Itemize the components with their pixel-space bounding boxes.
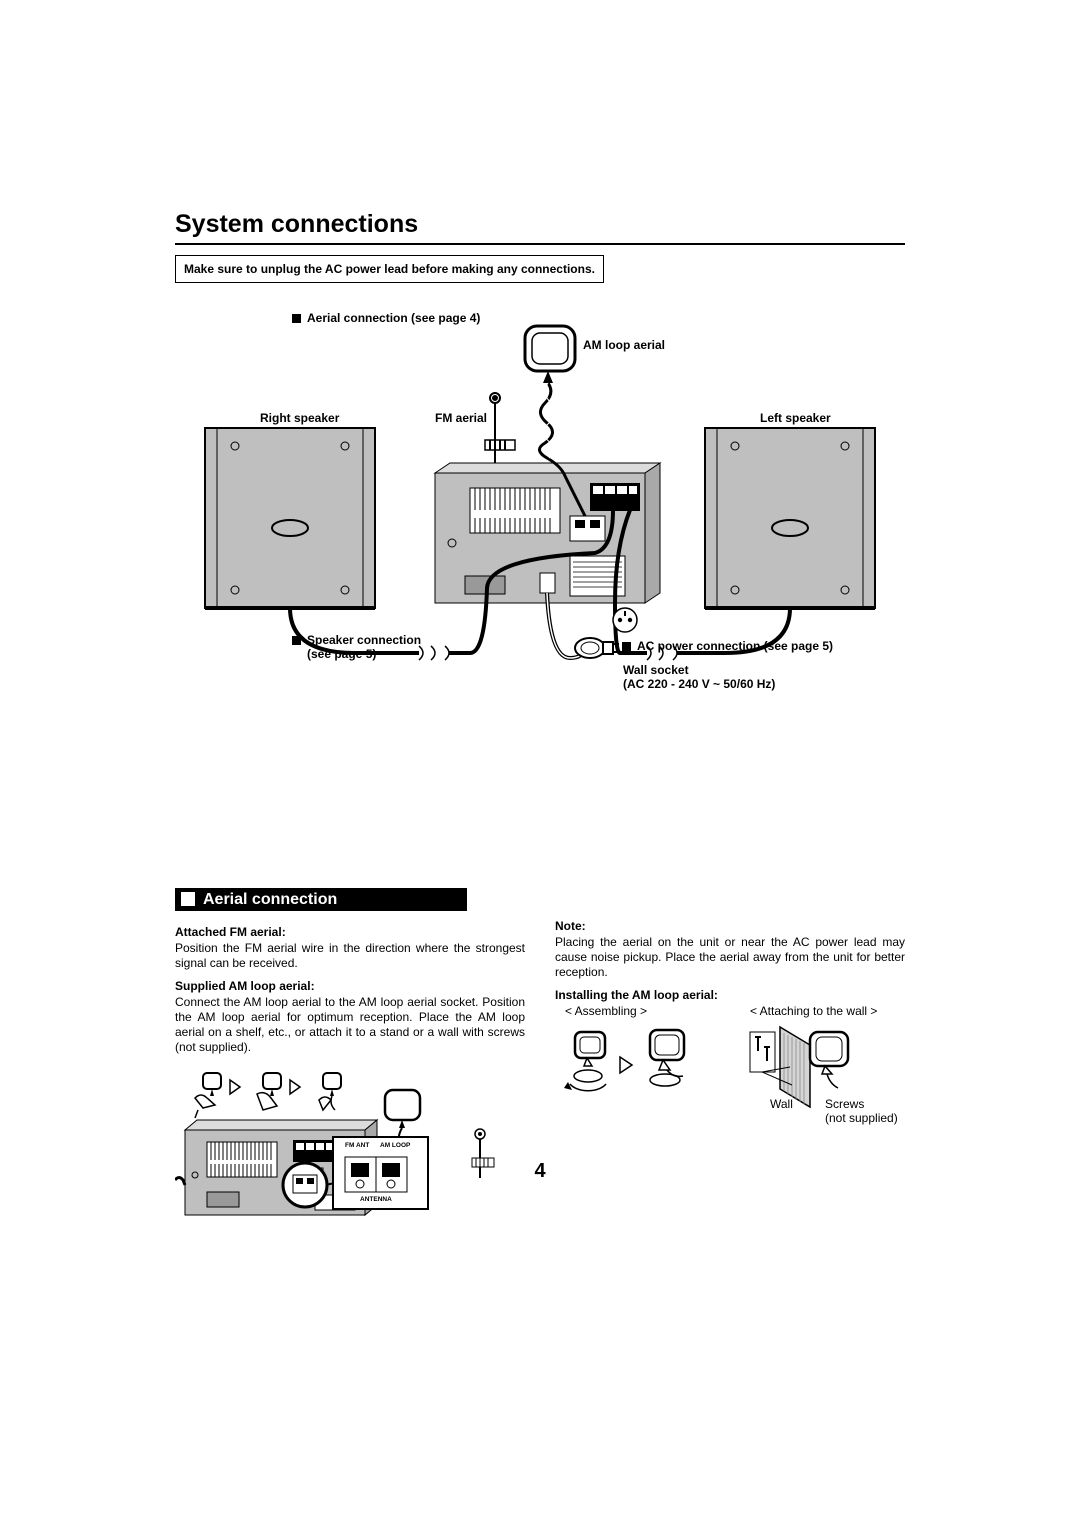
text-note: Placing the aerial on the unit or near t… bbox=[555, 935, 905, 980]
label-screws-2: (not supplied) bbox=[825, 1111, 898, 1125]
section-aerial-connection: Aerial connection bbox=[175, 888, 467, 911]
installing-illustration: < Assembling > < Attaching to the wall > bbox=[555, 1002, 915, 1142]
label-screws-1: Screws bbox=[825, 1097, 864, 1111]
warning-box: Make sure to unplug the AC power lead be… bbox=[175, 255, 604, 283]
label-assembling: < Assembling > bbox=[565, 1004, 647, 1018]
heading-note: Note: bbox=[555, 919, 905, 933]
label-wall-socket-2: (AC 220 - 240 V ~ 50/60 Hz) bbox=[623, 677, 775, 691]
label-wall: Wall bbox=[770, 1097, 793, 1111]
heading-attached-fm: Attached FM aerial: bbox=[175, 925, 525, 939]
page-title: System connections bbox=[175, 210, 905, 239]
text-supplied-am: Connect the AM loop aerial to the AM loo… bbox=[175, 995, 525, 1055]
label-speaker-connection-1: Speaker connection bbox=[307, 633, 421, 647]
label-attaching: < Attaching to the wall > bbox=[750, 1004, 877, 1018]
section-heading-text: Aerial connection bbox=[203, 891, 337, 908]
heading-installing-am: Installing the AM loop aerial: bbox=[555, 988, 905, 1002]
title-rule bbox=[175, 243, 905, 245]
zoom-label-antenna: ANTENNA bbox=[360, 1196, 392, 1203]
heading-supplied-am: Supplied AM loop aerial: bbox=[175, 979, 525, 993]
label-wall-socket-1: Wall socket bbox=[623, 663, 689, 677]
label-speaker-connection-2: (see page 5) bbox=[307, 647, 376, 661]
label-ac-power: AC power connection (see page 5) bbox=[637, 639, 833, 653]
connection-diagram-svg bbox=[175, 298, 905, 718]
zoom-label-fm-ant: FM ANT bbox=[345, 1142, 369, 1149]
page-number: 4 bbox=[0, 1160, 1080, 1183]
label-am-loop: AM loop aerial bbox=[583, 338, 665, 352]
connection-diagram: Aerial connection (see page 4) AM loop a… bbox=[175, 298, 905, 718]
text-attached-fm: Position the FM aerial wire in the direc… bbox=[175, 941, 525, 971]
am-connection-illustration: FM ANT AM LOOP ANTENNA bbox=[175, 1065, 525, 1225]
label-right-speaker: Right speaker bbox=[260, 411, 339, 425]
label-left-speaker: Left speaker bbox=[760, 411, 831, 425]
label-fm-aerial: FM aerial bbox=[435, 411, 487, 425]
zoom-label-am-loop: AM LOOP bbox=[380, 1142, 410, 1149]
label-aerial-connection: Aerial connection (see page 4) bbox=[307, 311, 480, 325]
